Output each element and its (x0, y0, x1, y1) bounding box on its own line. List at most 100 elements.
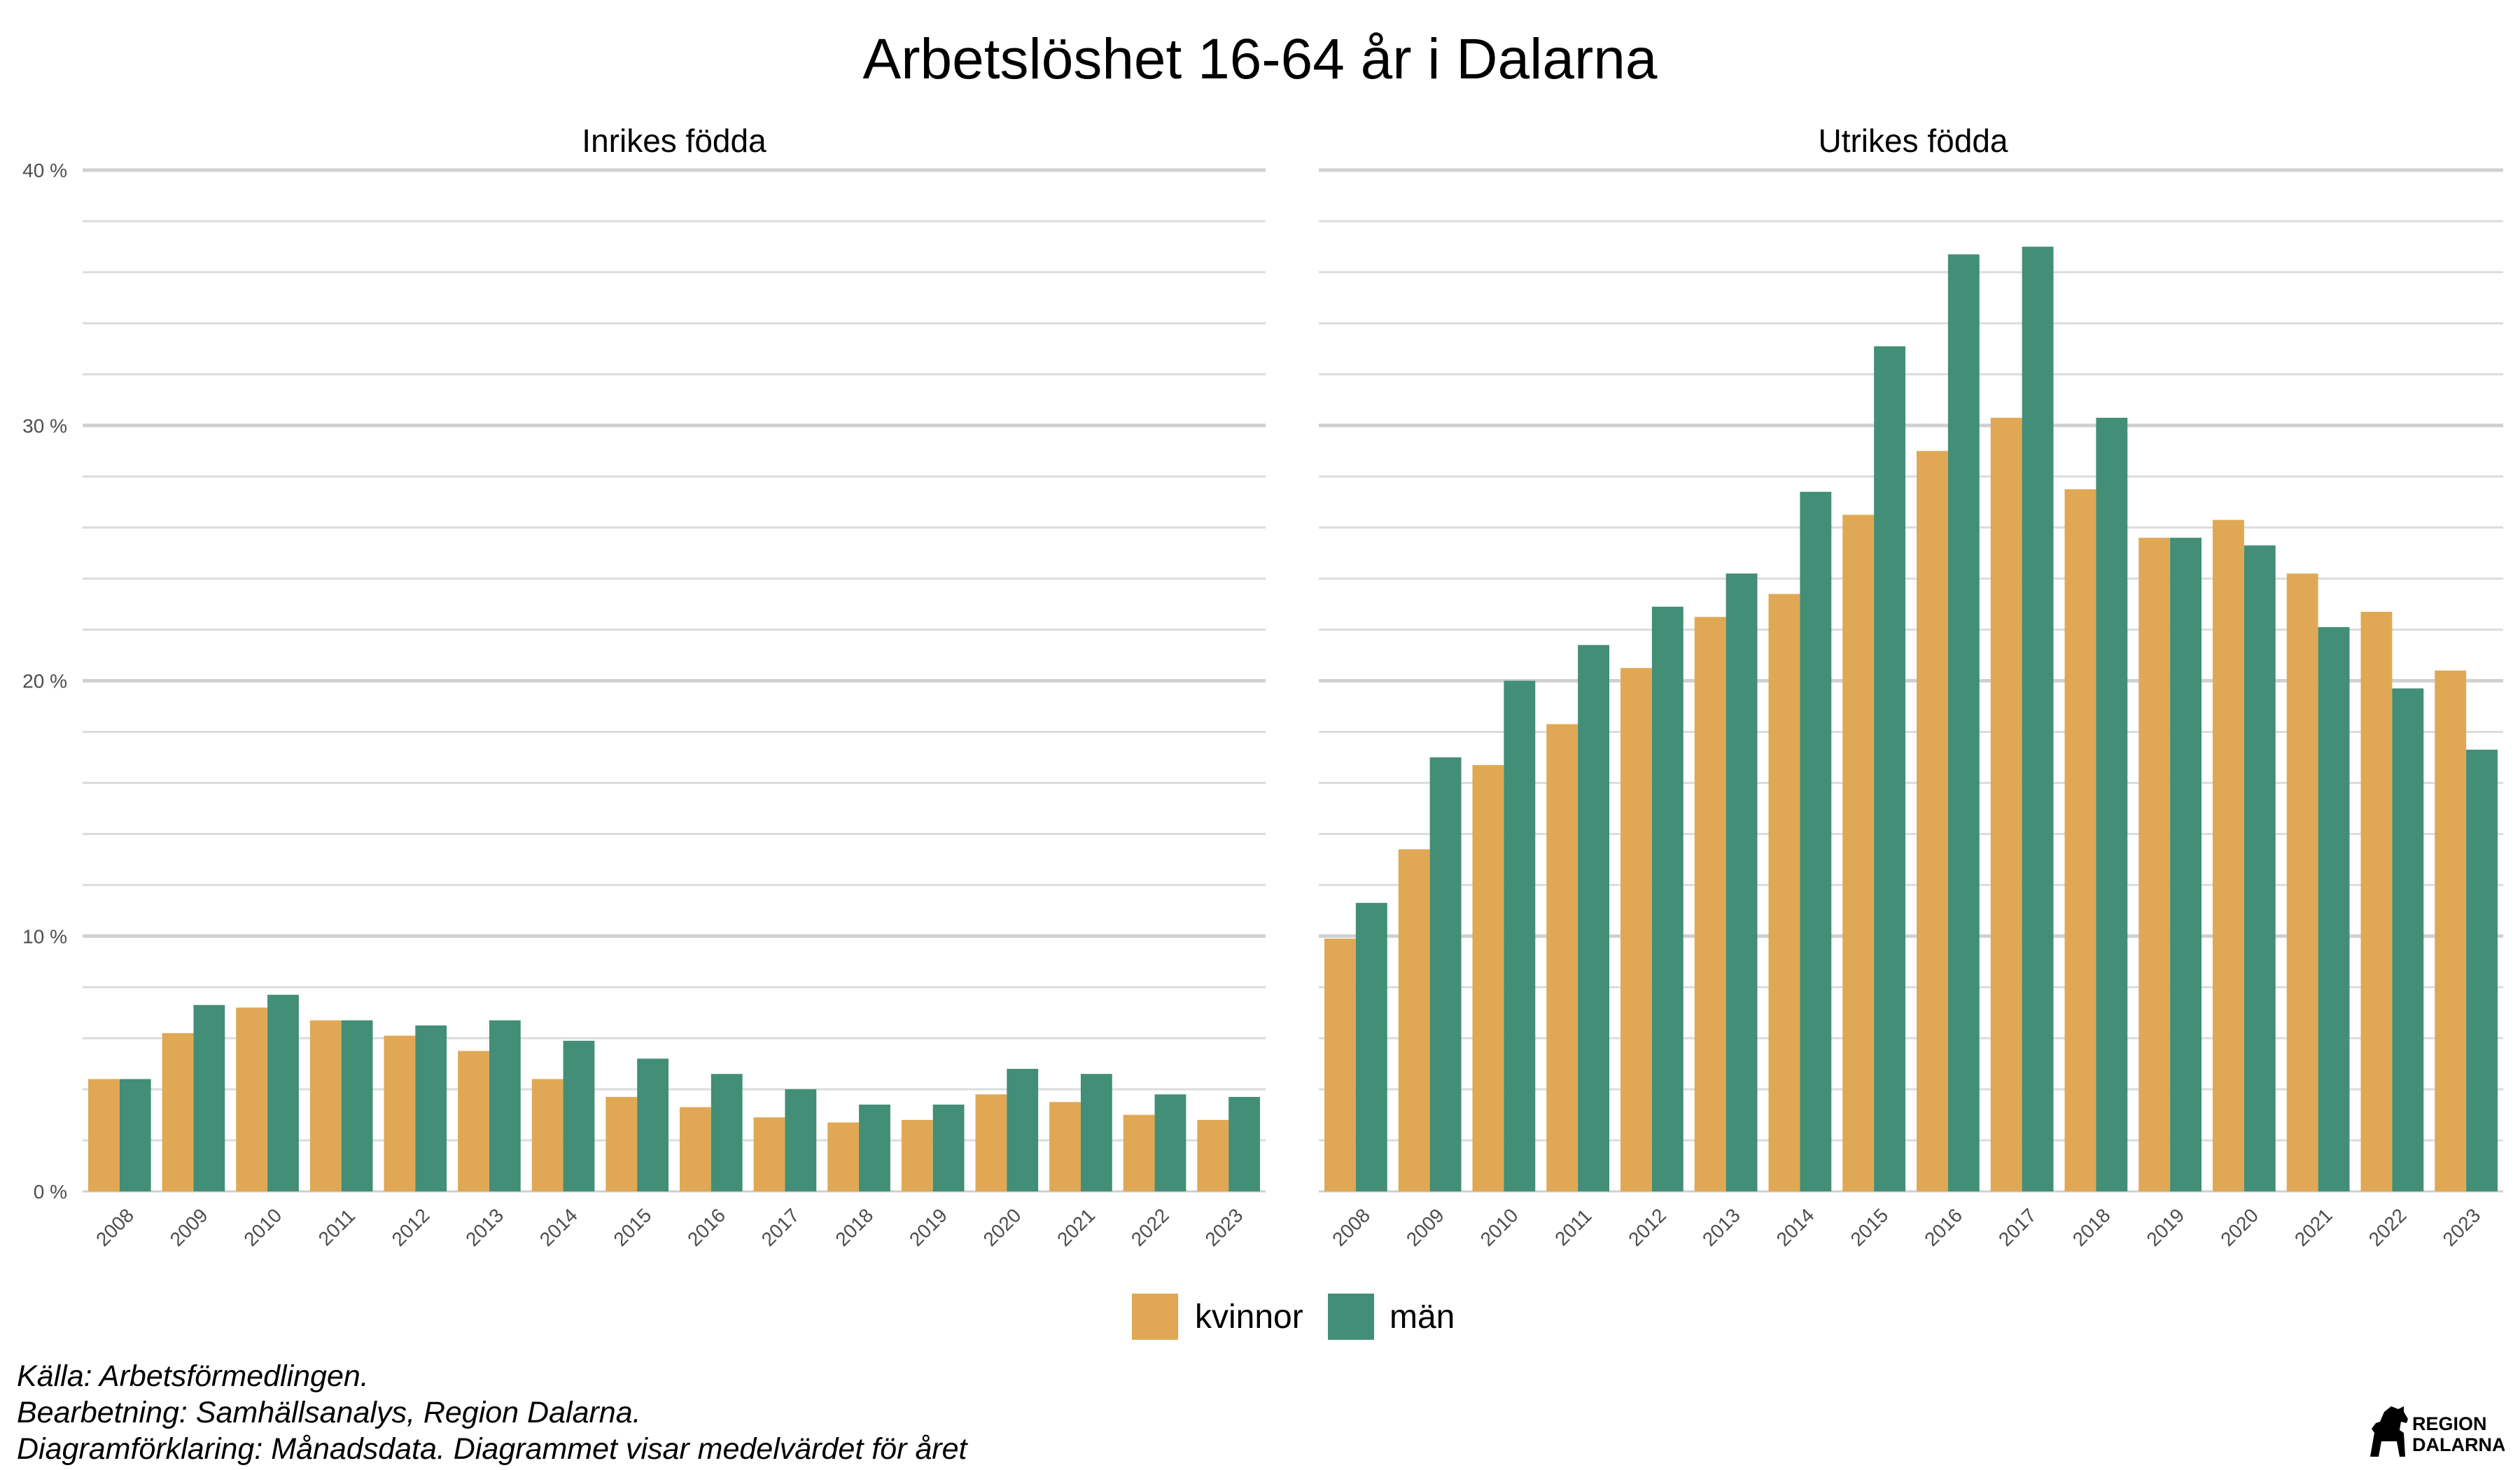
bar-kvinnor (309, 1020, 342, 1191)
bar-kvinnor (1197, 1119, 1229, 1191)
bar-man (193, 1004, 225, 1191)
bar-man (1874, 346, 1905, 1191)
x-tick-label: 2021 (1053, 1204, 1099, 1250)
dala-horse-icon (2370, 1406, 2408, 1457)
bar-man (341, 1020, 373, 1191)
chart-title: Arbetslöshet 16-64 år i Dalarna (863, 27, 1658, 91)
bar-kvinnor (2213, 519, 2244, 1191)
bar-kvinnor (606, 1097, 638, 1191)
panel-title-utrikes: Utrikes födda (1818, 122, 2008, 159)
bar-kvinnor (2138, 538, 2171, 1191)
bar-man (2244, 545, 2276, 1191)
x-tick-label: 2008 (1328, 1204, 1374, 1250)
x-tick-label: 2013 (461, 1204, 507, 1250)
bar-kvinnor (1990, 417, 2022, 1191)
bar-man (415, 1025, 447, 1191)
bar-kvinnor (901, 1119, 933, 1191)
bar-kvinnor (1917, 451, 1948, 1191)
x-tick-label: 2016 (683, 1204, 729, 1250)
x-tick-label: 2013 (1698, 1204, 1744, 1250)
bar-man (1007, 1068, 1039, 1191)
x-tick-label: 2021 (2290, 1204, 2337, 1250)
x-tick-label: 2019 (2142, 1204, 2188, 1250)
logo-line-1: REGION (2412, 1413, 2487, 1434)
bar-kvinnor (384, 1035, 416, 1191)
caption-processing: Bearbetning: Samhällsanalys, Region Dala… (17, 1396, 641, 1429)
bar-kvinnor (458, 1051, 489, 1191)
legend-label-kvinnor: kvinnor (1195, 1298, 1303, 1336)
bar-kvinnor (88, 1079, 120, 1191)
bar-kvinnor (1472, 764, 1504, 1191)
x-tick-label: 2012 (388, 1204, 434, 1250)
bar-man (267, 995, 299, 1191)
bar-kvinnor (1123, 1114, 1155, 1191)
x-tick-label: 2009 (166, 1204, 212, 1250)
x-tick-label: 2017 (757, 1204, 804, 1250)
bar-kvinnor (827, 1122, 860, 1191)
bar-man (1726, 573, 1758, 1191)
x-tick-label: 2010 (239, 1204, 286, 1250)
gridlines (83, 168, 1266, 1193)
bar-kvinnor (2064, 489, 2096, 1191)
x-tick-label: 2014 (1772, 1204, 1819, 1250)
panel-inrikes: Inrikes födda 0 % 10 % 20 % 30 % 40 % 2008 200… (22, 122, 1266, 1250)
x-tick-label: 2012 (1624, 1204, 1670, 1250)
caption-explanation: Diagramförklaring: Månadsdata. Diagramme… (17, 1432, 967, 1466)
bar-man (1578, 645, 1609, 1191)
caption: Källa: Arbetsförmedlingen. Bearbetning: … (17, 1358, 967, 1467)
x-tick-label: 2017 (1994, 1204, 2040, 1250)
bar-man (1228, 1097, 1260, 1191)
bar-kvinnor (1620, 668, 1652, 1191)
bar-man (1355, 902, 1387, 1191)
logo-line-2: DALARNA (2412, 1434, 2505, 1455)
bar-man (2022, 246, 2054, 1191)
region-dalarna-logo: REGION DALARNA (2370, 1406, 2505, 1457)
legend-swatch-man (1328, 1294, 1374, 1340)
legend-label-man: män (1390, 1298, 1455, 1336)
bar-kvinnor (236, 1007, 268, 1191)
bar-kvinnor (753, 1117, 785, 1191)
bar-man (1080, 1074, 1112, 1191)
x-tick-label: 2014 (536, 1204, 582, 1250)
bar-man (1429, 757, 1462, 1191)
caption-source: Källa: Arbetsförmedlingen. (17, 1359, 369, 1393)
y-tick-label: 10 % (22, 925, 67, 947)
bar-man (489, 1020, 521, 1191)
bar-man (2466, 749, 2498, 1191)
y-tick-label: 30 % (22, 415, 67, 437)
x-tick-label: 2015 (609, 1204, 655, 1250)
bar-man (859, 1104, 890, 1191)
y-tick-label: 20 % (22, 671, 67, 692)
bar-kvinnor (1842, 514, 1875, 1191)
bar-kvinnor (1324, 938, 1356, 1191)
bar-man (2318, 626, 2350, 1191)
bar-man (1800, 491, 1832, 1191)
x-tick-label: 2010 (1476, 1204, 1522, 1250)
bar-kvinnor (1546, 724, 1578, 1191)
bar-kvinnor (1049, 1102, 1081, 1191)
bar-kvinnor (2435, 670, 2467, 1191)
bar-kvinnor (2286, 573, 2318, 1191)
bar-man (2096, 417, 2128, 1191)
x-tick-label: 2023 (1200, 1204, 1247, 1250)
bar-kvinnor (975, 1094, 1007, 1191)
bar-kvinnor (1694, 617, 1726, 1191)
bar-kvinnor (162, 1032, 194, 1191)
legend: kvinnor män (1132, 1294, 1455, 1340)
bar-man (1504, 680, 1536, 1191)
x-tick-label: 2022 (2365, 1204, 2411, 1250)
x-tick-label: 2008 (92, 1204, 138, 1250)
bars (1324, 246, 2498, 1192)
bar-man (1651, 606, 1684, 1191)
panel-title-inrikes: Inrikes födda (582, 122, 766, 159)
x-tick-label: 2023 (2438, 1204, 2484, 1250)
bar-man (563, 1040, 595, 1191)
x-tick-label: 2019 (905, 1204, 951, 1250)
x-tick-label: 2020 (979, 1204, 1026, 1250)
bars (88, 995, 1260, 1191)
bar-man (119, 1079, 151, 1191)
x-tick-label: 2018 (2068, 1204, 2115, 1250)
x-tick-label: 2022 (1127, 1204, 1173, 1250)
x-tick-label: 2009 (1402, 1204, 1448, 1250)
